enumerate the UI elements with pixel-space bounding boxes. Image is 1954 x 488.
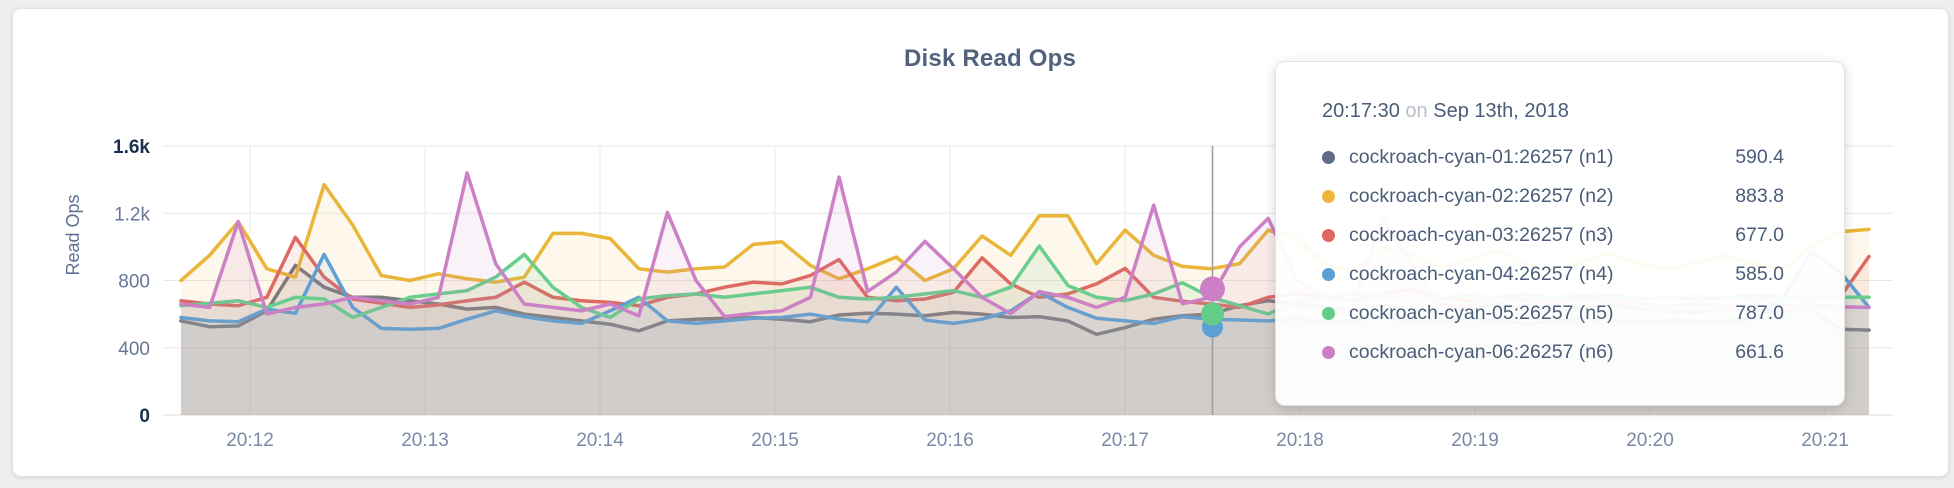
tooltip-legend: cockroach-cyan-01:26257 (n1) 590.4 cockroa… <box>1322 138 1798 372</box>
tooltip-series-label: cockroach-cyan-02:26257 (n2) <box>1349 185 1614 207</box>
y-tick-label: 0 <box>139 406 150 427</box>
tooltip-title: 20:17:30 on Sep 13th, 2018 <box>1322 98 1798 124</box>
y-tick-label: 800 <box>118 272 150 293</box>
x-tick-label: 20:19 <box>1451 430 1499 451</box>
x-tick-label: 20:20 <box>1626 430 1674 451</box>
series-color-dot <box>1322 307 1335 320</box>
tooltip-series-value: 585.0 <box>1735 263 1784 285</box>
tooltip-row: cockroach-cyan-04:26257 (n4) 585.0 <box>1322 255 1798 294</box>
tooltip-row: cockroach-cyan-01:26257 (n1) 590.4 <box>1322 138 1798 177</box>
y-tick-label: 1.2k <box>114 204 150 225</box>
series-color-dot <box>1322 229 1335 242</box>
y-tick-label: 400 <box>118 339 150 360</box>
tooltip-series-label: cockroach-cyan-04:26257 (n4) <box>1349 263 1614 285</box>
hover-marker <box>1201 302 1224 326</box>
tooltip-series-label: cockroach-cyan-06:26257 (n6) <box>1349 341 1614 363</box>
x-tick-label: 20:21 <box>1801 430 1849 451</box>
x-tick-label: 20:12 <box>226 430 274 451</box>
x-tick-label: 20:14 <box>576 430 624 451</box>
x-tick-label: 20:15 <box>751 430 799 451</box>
chart-card: Disk Read Ops Read Ops 20:12 20:13 20:14 20… <box>12 8 1949 477</box>
tooltip-series-label: cockroach-cyan-01:26257 (n1) <box>1349 146 1614 168</box>
tooltip-row: cockroach-cyan-03:26257 (n3) 677.0 <box>1322 216 1798 255</box>
x-tick-label: 20:17 <box>1101 430 1149 451</box>
tooltip-series-value: 661.6 <box>1735 341 1784 363</box>
hover-marker <box>1200 276 1225 302</box>
tooltip-conjunction: on <box>1405 100 1428 122</box>
tooltip-series-label: cockroach-cyan-03:26257 (n3) <box>1349 224 1614 246</box>
tooltip-row: cockroach-cyan-06:26257 (n6) 661.6 <box>1322 333 1798 372</box>
tooltip-series-value: 677.0 <box>1735 224 1784 246</box>
x-tick-label: 20:16 <box>926 430 974 451</box>
tooltip-time: 20:17:30 <box>1322 100 1400 122</box>
x-tick-label: 20:13 <box>401 430 449 451</box>
series-color-dot <box>1322 190 1335 203</box>
series-color-dot <box>1322 268 1335 281</box>
hover-tooltip: 20:17:30 on Sep 13th, 2018 cockroach-cya… <box>1275 61 1845 406</box>
tooltip-series-label: cockroach-cyan-05:26257 (n5) <box>1349 302 1614 324</box>
tooltip-date: Sep 13th, 2018 <box>1433 100 1569 122</box>
tooltip-series-value: 883.8 <box>1735 185 1784 207</box>
x-tick-label: 20:18 <box>1276 430 1324 451</box>
tooltip-series-value: 590.4 <box>1735 146 1784 168</box>
tooltip-row: cockroach-cyan-02:26257 (n2) 883.8 <box>1322 177 1798 216</box>
chart-title: Disk Read Ops <box>904 45 1076 72</box>
tooltip-row: cockroach-cyan-05:26257 (n5) 787.0 <box>1322 294 1798 333</box>
series-color-dot <box>1322 346 1335 359</box>
series-color-dot <box>1322 151 1335 164</box>
y-tick-label: 1.6k <box>113 137 150 158</box>
tooltip-series-value: 787.0 <box>1735 302 1784 324</box>
